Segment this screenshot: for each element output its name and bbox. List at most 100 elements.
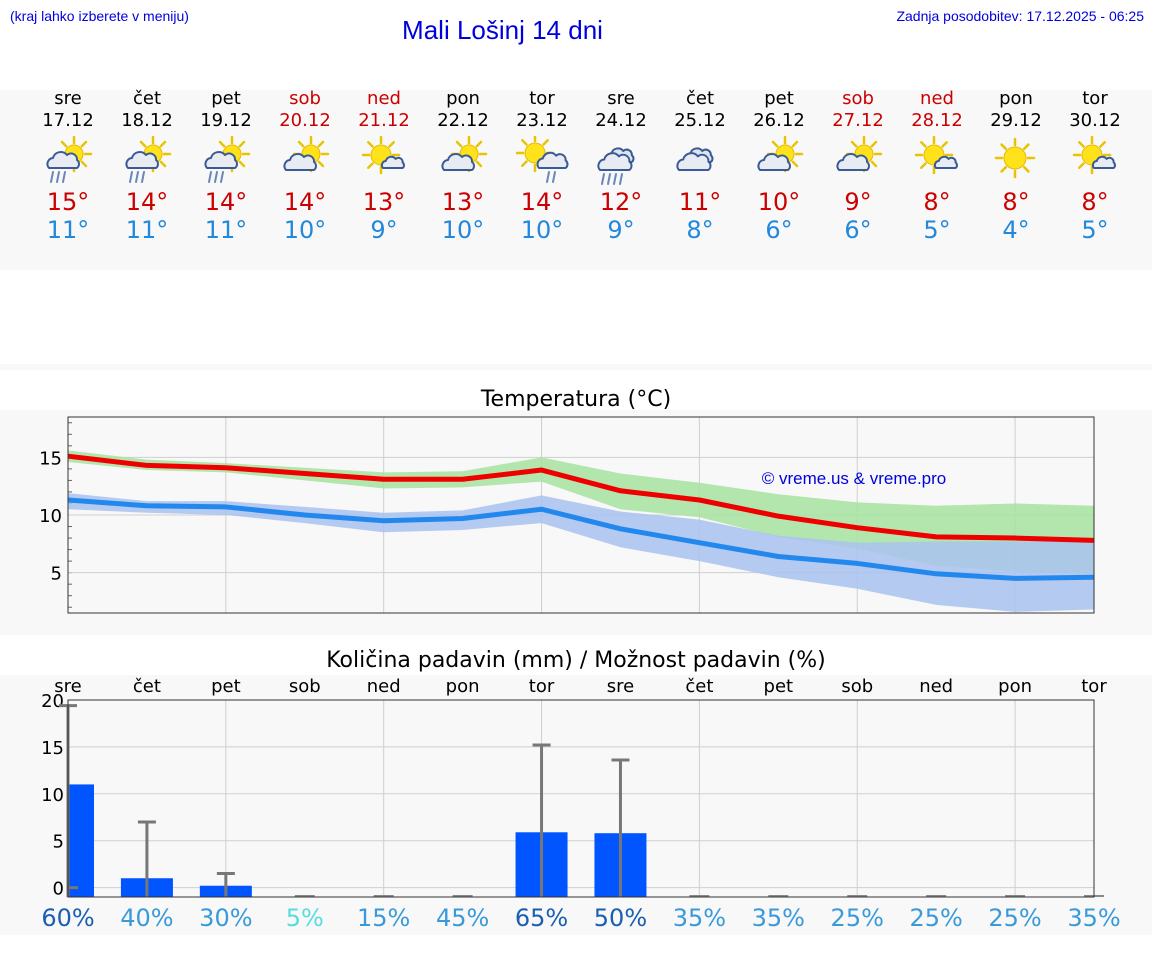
day-name: sob <box>842 88 874 109</box>
partly-cloudy-icon <box>283 136 330 173</box>
data-point <box>698 499 700 501</box>
forecast-band <box>0 90 1152 270</box>
y-tick-label: 0 <box>53 879 64 900</box>
forecast-day: ned 21.12 13° 9° <box>344 88 424 244</box>
data-point <box>935 573 937 575</box>
day-date: 28.12 <box>911 110 963 131</box>
forecast-day: tor 23.12 14° 10° <box>502 88 582 244</box>
x-tick-label: pet <box>211 676 241 697</box>
precip-probability: 15% <box>357 904 410 932</box>
range-band-min-range <box>68 493 1094 612</box>
temp-max: 12° <box>599 188 643 216</box>
data-point <box>462 517 464 519</box>
temp-max: 8° <box>1002 188 1030 216</box>
forecast-day: pet 19.12 14° 11° <box>186 88 266 244</box>
precip-probability: 5% <box>286 904 324 932</box>
forecast-day: sre 17.12 15° 11° <box>28 88 108 244</box>
temp-max: 13° <box>441 188 485 216</box>
day-date: 26.12 <box>753 110 805 131</box>
x-tick-label: čet <box>133 676 161 697</box>
data-point <box>304 472 306 474</box>
temp-max: 8° <box>923 188 951 216</box>
temp-min: 10° <box>283 216 327 244</box>
precip-probability: 60% <box>41 904 94 932</box>
forecast-day: čet 18.12 14° 11° <box>107 88 187 244</box>
day-date: 25.12 <box>674 110 726 131</box>
y-tick-label: 20 <box>41 691 64 712</box>
temp-min: 10° <box>520 216 564 244</box>
temp-min: 9° <box>607 216 635 244</box>
day-date: 30.12 <box>1069 110 1121 131</box>
x-tick-label: pet <box>764 676 794 697</box>
temperature-chart: 5 10 15 © vreme.us & vreme.pro <box>39 416 1095 614</box>
forecast-day: pon 22.12 13° 10° <box>423 88 503 244</box>
last-updated: Zadnja posodobitev: 17.12.2025 - 06:25 <box>896 8 1144 24</box>
day-date: 19.12 <box>200 110 252 131</box>
x-tick-label: tor <box>529 676 555 697</box>
temp-min: 5° <box>923 216 951 244</box>
partly-cloudy-rain-icon <box>204 136 251 183</box>
precip-probability: 35% <box>1067 904 1120 932</box>
data-point <box>225 506 227 508</box>
temp-min: 11° <box>46 216 90 244</box>
temp-min: 8° <box>686 216 714 244</box>
page-title: Mali Lošinj 14 dni <box>402 15 603 45</box>
day-date: 18.12 <box>121 110 173 131</box>
day-name: pet <box>764 88 794 109</box>
cloudy-icon <box>676 147 714 171</box>
temp-min: 6° <box>765 216 793 244</box>
day-name: ned <box>920 88 954 109</box>
data-point <box>619 528 621 530</box>
temp-max: 14° <box>125 188 169 216</box>
temperature-chart-title: Temperatura (°C) <box>480 387 672 412</box>
x-tick-label: ned <box>919 676 953 697</box>
temp-max: 10° <box>757 188 801 216</box>
forecast-day: čet 25.12 11° 8° <box>660 88 740 244</box>
y-tick-label: 10 <box>41 785 64 806</box>
forecast-day: pet 26.12 10° 6° <box>739 88 819 244</box>
data-point <box>541 469 543 471</box>
data-point <box>383 478 385 480</box>
data-point <box>619 490 621 492</box>
x-tick-label: ned <box>367 676 401 697</box>
y-tick-label: 15 <box>41 738 64 759</box>
data-point <box>146 505 148 507</box>
day-date: 17.12 <box>42 110 94 131</box>
day-name: pon <box>999 88 1033 109</box>
day-name: tor <box>1082 88 1108 109</box>
day-date: 23.12 <box>516 110 568 131</box>
forecast-day: tor 30.12 8° 5° <box>1055 88 1135 244</box>
precip-probability: 25% <box>831 904 884 932</box>
partly-cloudy-icon <box>836 136 883 173</box>
precip-probability: 25% <box>988 904 1041 932</box>
day-name: čet <box>132 88 162 109</box>
partly-cloudy-icon <box>757 136 804 173</box>
data-point <box>383 520 385 522</box>
precip-probability: 40% <box>120 904 173 932</box>
data-point <box>146 464 148 466</box>
day-name: ned <box>367 88 401 109</box>
day-name: pon <box>446 88 480 109</box>
forecast-day: ned 28.12 8° 5° <box>897 88 977 244</box>
x-tick-label: sre <box>54 676 81 697</box>
x-tick-label: pon <box>998 676 1032 697</box>
temp-min: 11° <box>125 216 169 244</box>
data-point <box>1014 577 1016 579</box>
plot-area <box>68 700 1094 897</box>
day-name: sre <box>607 88 635 109</box>
day-name: sre <box>54 88 82 109</box>
temp-max: 11° <box>678 188 722 216</box>
precipitation-chart-title: Količina padavin (mm) / Možnost padavin … <box>326 648 826 673</box>
temp-max: 15° <box>46 188 90 216</box>
temp-min: 6° <box>844 216 872 244</box>
x-tick-label: sob <box>289 676 321 697</box>
precip-probability: 35% <box>752 904 805 932</box>
temp-max: 9° <box>844 188 872 216</box>
forecast-day: pon 29.12 8° 4° <box>976 88 1056 244</box>
data-point <box>856 562 858 564</box>
data-point <box>541 508 543 510</box>
y-tick-label: 5 <box>51 564 62 585</box>
y-tick-label: 10 <box>39 506 62 527</box>
day-date: 24.12 <box>595 110 647 131</box>
